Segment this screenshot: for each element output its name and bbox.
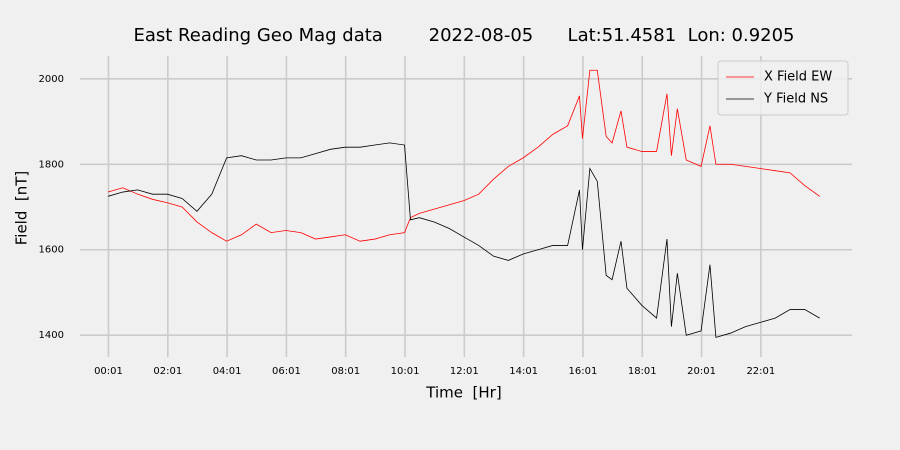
- x-axis-label: Time [Hr]: [425, 384, 501, 402]
- x-tick-label: 22:01: [746, 366, 775, 377]
- x-tick-label: 04:01: [213, 366, 242, 377]
- legend-label: X Field EW: [764, 70, 832, 85]
- y-tick-label: 1600: [39, 245, 64, 256]
- y-tick-label: 2000: [39, 74, 64, 85]
- x-tick-label: 20:01: [687, 366, 716, 377]
- x-tick-label: 16:01: [569, 366, 598, 377]
- chart-title: East Reading Geo Mag data 2022-08-05 Lat…: [133, 25, 794, 46]
- y-tick-label: 1800: [39, 159, 64, 170]
- x-tick-label: 02:01: [153, 366, 182, 377]
- legend: X Field EW Y Field NS: [717, 60, 849, 116]
- x-tick-label: 06:01: [272, 366, 301, 377]
- x-tick-label: 18:01: [628, 366, 657, 377]
- data-line: [107, 69, 820, 242]
- y-axis-label: Field [nT]: [13, 171, 31, 246]
- x-tick-label: 10:01: [391, 366, 420, 377]
- x-tick-label: 14:01: [509, 366, 538, 377]
- legend-box: [717, 60, 849, 116]
- legend-label: Y Field NS: [763, 92, 828, 107]
- x-tick-label: 12:01: [450, 366, 479, 377]
- x-tick-label: 08:01: [331, 366, 360, 377]
- x-tick-label: 00:01: [94, 366, 123, 377]
- y-tick-label: 1400: [39, 330, 64, 341]
- data-line: [107, 142, 820, 338]
